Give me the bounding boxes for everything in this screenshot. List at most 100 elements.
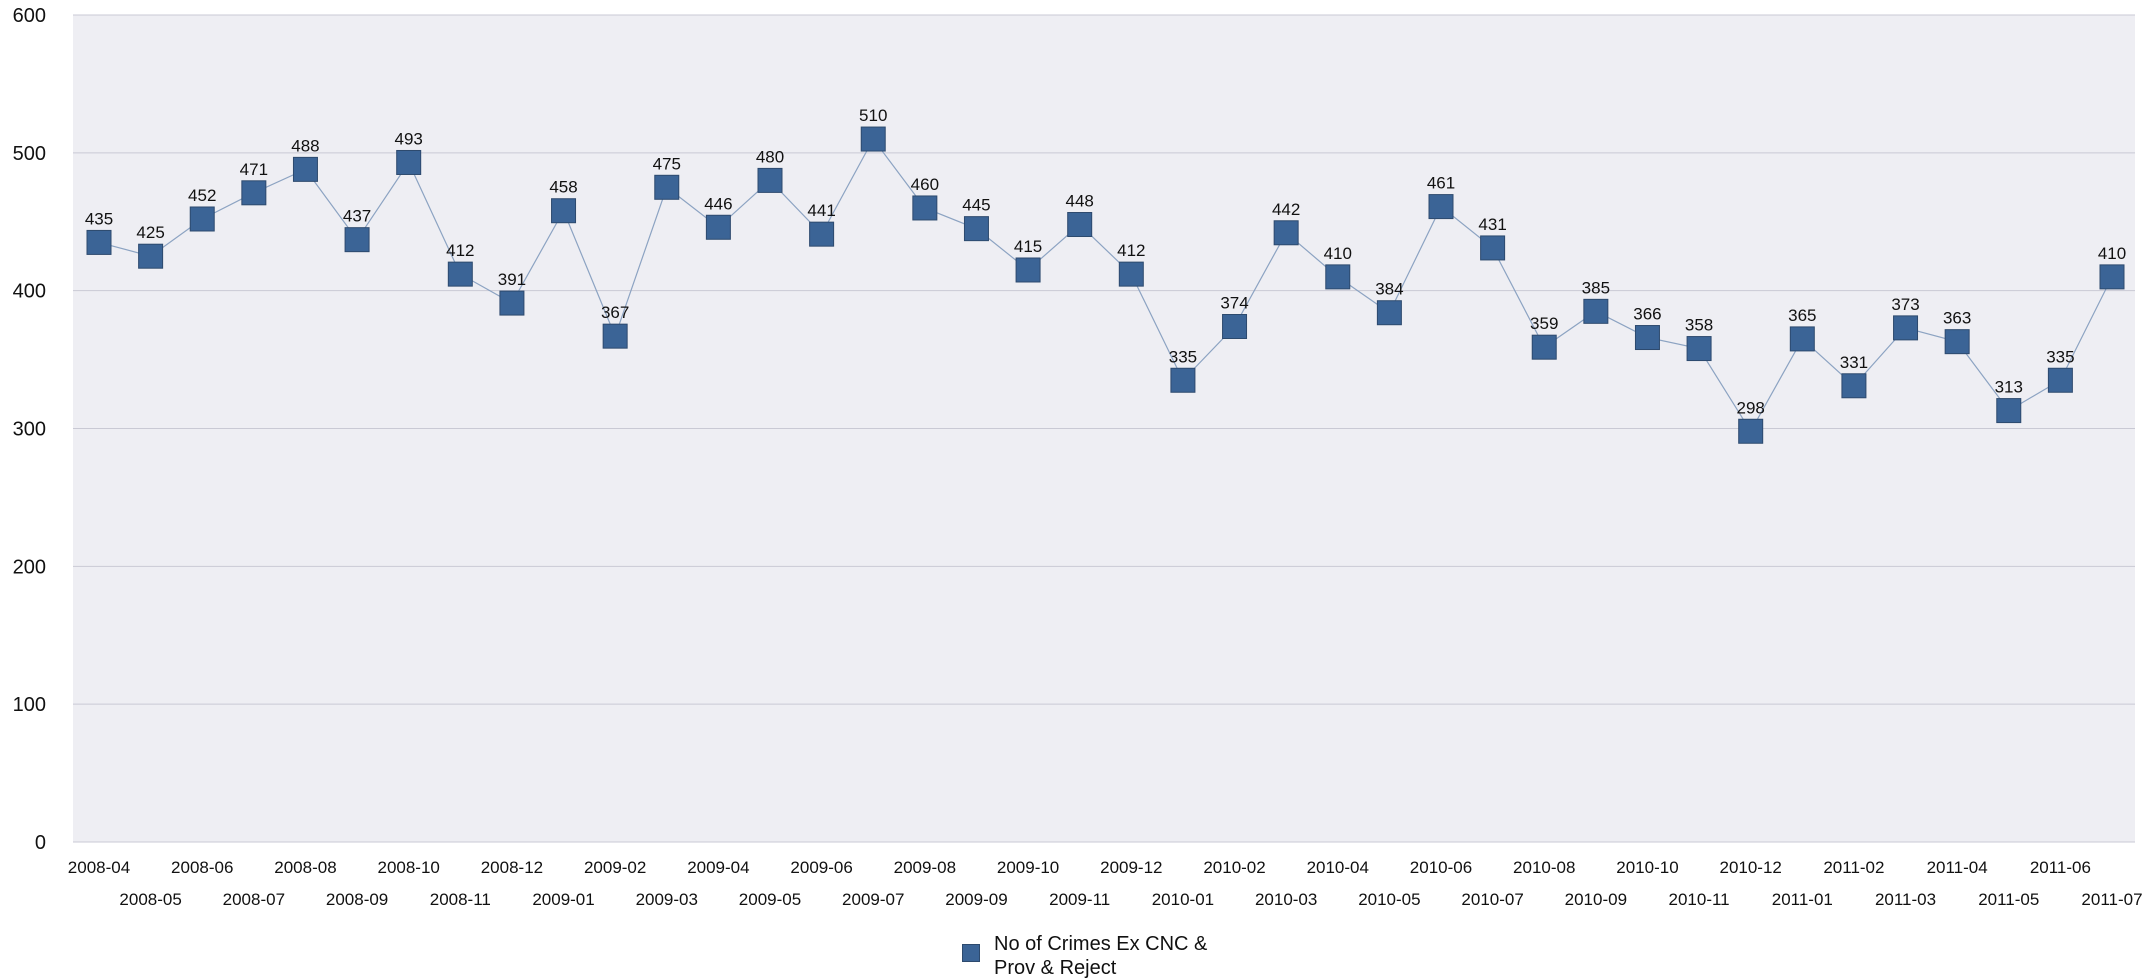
data-point-marker bbox=[602, 323, 628, 349]
y-axis-ticks: 0 100 200 300 400 500 600 bbox=[13, 5, 46, 854]
data-point-marker bbox=[1531, 334, 1557, 360]
x-tick-label: 2010-03 bbox=[1255, 890, 1317, 909]
data-point-marker bbox=[654, 174, 680, 200]
data-label: 461 bbox=[1427, 174, 1455, 193]
x-tick-label: 2009-05 bbox=[739, 890, 801, 909]
data-point-marker bbox=[1841, 373, 1867, 399]
data-label: 415 bbox=[1014, 237, 1042, 256]
data-point-marker bbox=[1222, 314, 1248, 340]
data-point-marker bbox=[2099, 264, 2125, 290]
data-point-marker bbox=[1634, 325, 1660, 351]
data-point-marker bbox=[1789, 326, 1815, 352]
data-label: 425 bbox=[136, 223, 164, 242]
data-label: 363 bbox=[1943, 309, 1971, 328]
data-point-marker bbox=[138, 243, 164, 269]
data-point-marker bbox=[1480, 235, 1506, 261]
data-label: 437 bbox=[343, 207, 371, 226]
data-label: 452 bbox=[188, 186, 216, 205]
y-tick-label: 300 bbox=[13, 419, 46, 441]
data-labels: 435 425 452 471 488 437 493 412 391 458 367 475 446 4… bbox=[85, 106, 2126, 417]
data-label: 510 bbox=[859, 106, 887, 125]
data-point-marker bbox=[499, 290, 525, 316]
data-label: 460 bbox=[911, 175, 939, 194]
x-tick-label: 2009-07 bbox=[842, 890, 904, 909]
data-point-marker bbox=[447, 261, 473, 287]
x-tick-label: 2009-01 bbox=[532, 890, 594, 909]
data-point-marker bbox=[860, 126, 886, 152]
data-label: 475 bbox=[653, 154, 681, 173]
data-point-marker bbox=[292, 156, 318, 182]
data-point-marker bbox=[1686, 336, 1712, 362]
x-tick-label: 2008-12 bbox=[481, 858, 543, 877]
x-tick-label: 2008-04 bbox=[68, 858, 130, 877]
x-tick-label: 2011-07 bbox=[2081, 890, 2142, 909]
legend: No of Crimes Ex CNC & Prov & Reject bbox=[962, 932, 1244, 980]
data-label: 313 bbox=[1995, 378, 2023, 397]
data-point-marker bbox=[1944, 329, 1970, 355]
data-label: 441 bbox=[807, 201, 835, 220]
x-tick-label: 2008-05 bbox=[119, 890, 181, 909]
x-tick-label: 2010-10 bbox=[1616, 858, 1678, 877]
x-tick-label: 2011-02 bbox=[1823, 858, 1884, 877]
x-tick-label: 2011-03 bbox=[1875, 890, 1936, 909]
x-tick-label: 2008-07 bbox=[223, 890, 285, 909]
x-tick-label: 2010-04 bbox=[1307, 858, 1369, 877]
x-tick-label: 2009-11 bbox=[1049, 890, 1110, 909]
data-label: 480 bbox=[756, 147, 784, 166]
x-tick-label: 2010-11 bbox=[1669, 890, 1730, 909]
x-axis-ticks: 2008-04 2008-05 2008-06 2008-07 2008-08 2008-… bbox=[68, 858, 2143, 909]
data-point-marker bbox=[1738, 418, 1764, 444]
data-label: 446 bbox=[704, 194, 732, 213]
data-point-marker bbox=[1015, 257, 1041, 283]
data-label: 365 bbox=[1788, 306, 1816, 325]
data-label: 335 bbox=[2046, 347, 2074, 366]
legend-label: No of Crimes Ex CNC & Prov & Reject bbox=[994, 933, 1208, 979]
data-label: 298 bbox=[1737, 398, 1765, 417]
data-label: 410 bbox=[2098, 244, 2126, 263]
x-tick-label: 2008-09 bbox=[326, 890, 388, 909]
x-tick-label: 2009-03 bbox=[636, 890, 698, 909]
data-label: 410 bbox=[1324, 244, 1352, 263]
data-point-marker bbox=[1428, 194, 1454, 220]
data-label: 384 bbox=[1375, 280, 1403, 299]
x-tick-label: 2010-09 bbox=[1565, 890, 1627, 909]
x-tick-label: 2008-11 bbox=[430, 890, 491, 909]
x-tick-label: 2008-08 bbox=[274, 858, 336, 877]
x-tick-label: 2009-06 bbox=[790, 858, 852, 877]
data-point-marker bbox=[344, 227, 370, 253]
data-point-marker bbox=[1996, 398, 2022, 424]
legend-swatch-icon bbox=[962, 944, 980, 962]
data-label: 391 bbox=[498, 270, 526, 289]
data-label: 458 bbox=[549, 178, 577, 197]
data-label: 431 bbox=[1478, 215, 1506, 234]
series-line bbox=[98, 137, 2113, 433]
data-label: 471 bbox=[240, 160, 268, 179]
data-point-marker bbox=[551, 198, 577, 224]
x-tick-label: 2009-12 bbox=[1100, 858, 1162, 877]
data-label: 448 bbox=[1066, 192, 1094, 211]
x-tick-label: 2009-09 bbox=[945, 890, 1007, 909]
data-point-marker bbox=[1893, 315, 1919, 341]
x-tick-label: 2011-04 bbox=[1927, 858, 1988, 877]
x-tick-label: 2010-05 bbox=[1358, 890, 1420, 909]
y-tick-label: 100 bbox=[13, 694, 46, 716]
x-tick-label: 2011-05 bbox=[1978, 890, 2039, 909]
x-tick-label: 2009-04 bbox=[687, 858, 749, 877]
data-point-marker bbox=[963, 216, 989, 242]
data-point-marker bbox=[1325, 264, 1351, 290]
y-tick-label: 400 bbox=[13, 281, 46, 303]
data-label: 367 bbox=[601, 303, 629, 322]
x-tick-label: 2009-02 bbox=[584, 858, 646, 877]
data-label: 385 bbox=[1582, 278, 1610, 297]
data-point-marker bbox=[809, 221, 835, 247]
y-tick-label: 200 bbox=[13, 556, 46, 578]
data-point-marker bbox=[1170, 367, 1196, 393]
x-tick-label: 2011-01 bbox=[1772, 890, 1833, 909]
x-tick-label: 2008-06 bbox=[171, 858, 233, 877]
data-point-marker bbox=[2047, 367, 2073, 393]
x-tick-label: 2008-10 bbox=[377, 858, 439, 877]
series-markers bbox=[86, 126, 2125, 444]
y-tick-label: 600 bbox=[13, 5, 46, 27]
